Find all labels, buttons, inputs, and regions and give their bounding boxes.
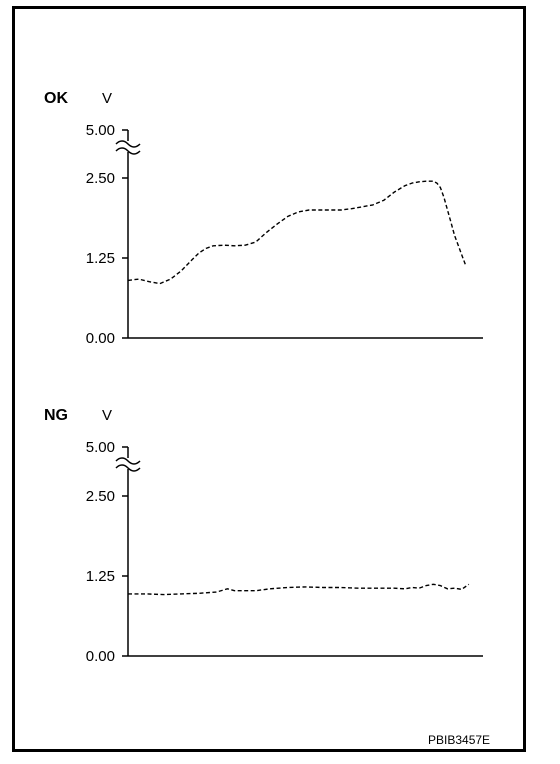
ng-y-tick-label: 2.50 <box>86 488 115 505</box>
ng-title: NG <box>44 407 68 424</box>
ok-y-unit: V <box>102 90 112 107</box>
ok-y-tick-label: 0.00 <box>86 330 115 347</box>
ok-series-line <box>127 180 466 285</box>
ng-y-tick-label: 5.00 <box>86 439 115 456</box>
ng-axis-break-1 <box>115 457 141 465</box>
ok-title: OK <box>44 90 68 107</box>
ng-axis-break-2 <box>115 464 141 472</box>
figure-id: PBIB3457E <box>428 733 491 747</box>
ok-y-tick-label: 2.50 <box>86 170 115 187</box>
ok-y-tick-label: 5.00 <box>86 122 115 139</box>
ng-y-unit: V <box>102 407 112 424</box>
ng-y-tick-label: 0.00 <box>86 648 115 665</box>
figure-frame <box>12 6 526 752</box>
ng-series-line <box>128 583 470 596</box>
ok-y-tick-label: 1.25 <box>86 250 115 267</box>
ok-axis-break-2 <box>115 147 141 155</box>
ok-axis-break-1 <box>115 140 141 148</box>
ng-y-tick-label: 1.25 <box>86 568 115 585</box>
